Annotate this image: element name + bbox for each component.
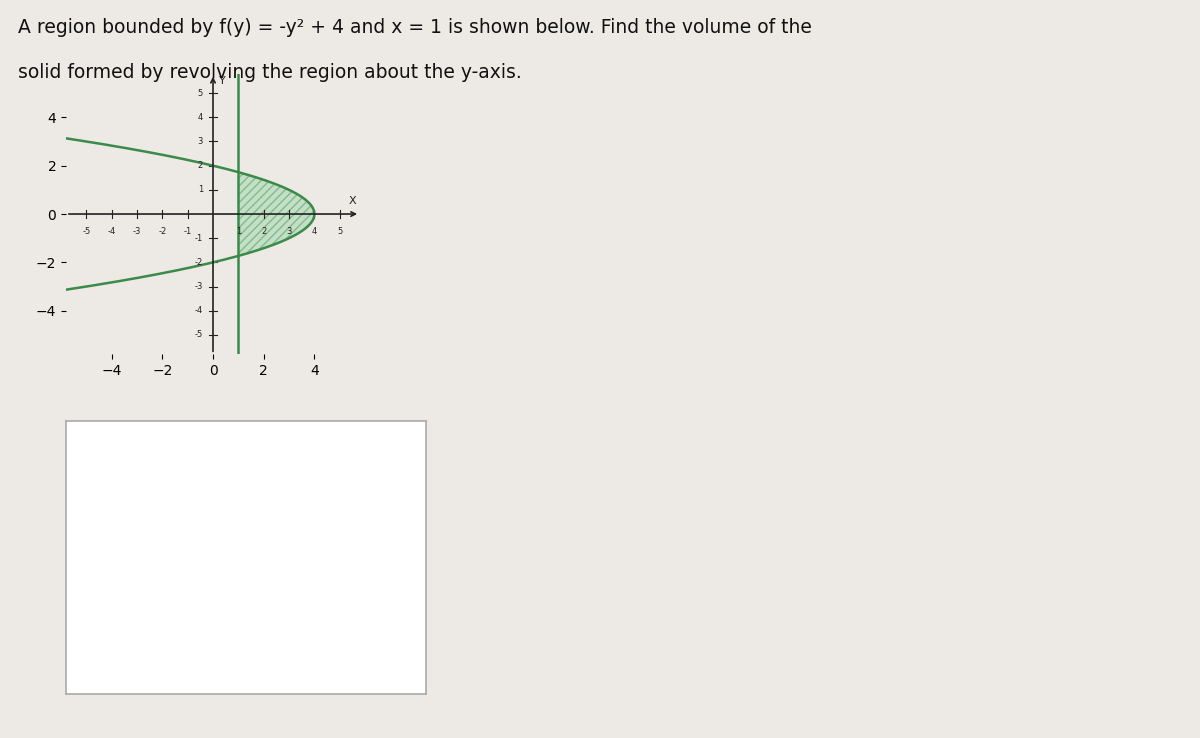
Text: X: X	[348, 196, 356, 206]
Text: -3: -3	[133, 227, 142, 236]
Text: 4: 4	[312, 227, 317, 236]
Text: 1: 1	[235, 227, 241, 236]
Text: -1: -1	[194, 234, 203, 243]
Text: 2: 2	[198, 161, 203, 170]
Text: -3: -3	[194, 282, 203, 291]
Text: 5: 5	[337, 227, 342, 236]
Text: -2: -2	[194, 258, 203, 267]
Text: -4: -4	[194, 306, 203, 315]
Text: -4: -4	[108, 227, 115, 236]
Text: 3: 3	[198, 137, 203, 146]
Text: 2: 2	[262, 227, 266, 236]
Text: -5: -5	[82, 227, 90, 236]
Text: 4: 4	[198, 113, 203, 122]
Text: -1: -1	[184, 227, 192, 236]
Text: 3: 3	[287, 227, 292, 236]
Text: 5: 5	[198, 89, 203, 97]
Text: -2: -2	[158, 227, 167, 236]
Text: -5: -5	[194, 331, 203, 339]
Text: A region bounded by f(y) = -y² + 4 and x = 1 is shown below. Find the volume of : A region bounded by f(y) = -y² + 4 and x…	[18, 18, 812, 38]
Text: 1: 1	[198, 185, 203, 194]
Text: solid formed by revolving the region about the y-axis.: solid formed by revolving the region abo…	[18, 63, 522, 82]
Text: Y: Y	[218, 76, 226, 86]
